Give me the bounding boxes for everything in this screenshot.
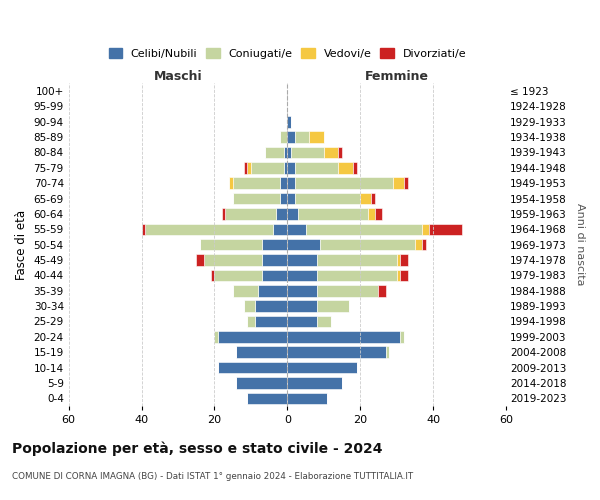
Y-axis label: Anni di nascita: Anni di nascita <box>575 204 585 286</box>
Bar <box>291 146 324 158</box>
Bar <box>400 254 407 266</box>
Bar <box>196 254 203 266</box>
Bar <box>236 377 287 388</box>
Bar <box>324 146 338 158</box>
Bar <box>430 224 462 235</box>
Bar <box>218 331 287 342</box>
Bar <box>305 224 422 235</box>
Bar <box>142 224 145 235</box>
Bar <box>368 208 375 220</box>
Bar <box>298 208 368 220</box>
Bar <box>317 254 397 266</box>
Bar <box>400 331 404 342</box>
Bar <box>309 132 324 143</box>
Bar <box>287 162 295 173</box>
Bar <box>244 300 254 312</box>
Bar <box>287 362 356 374</box>
Bar <box>284 162 287 173</box>
Bar <box>287 300 317 312</box>
Bar <box>214 331 218 342</box>
Bar <box>233 178 280 189</box>
Bar <box>404 178 407 189</box>
Bar <box>273 224 287 235</box>
Bar <box>287 146 291 158</box>
Bar <box>287 178 295 189</box>
Bar <box>211 270 214 281</box>
Bar <box>317 316 331 327</box>
Bar <box>287 270 317 281</box>
Bar <box>254 316 287 327</box>
Bar <box>251 162 284 173</box>
Bar <box>400 270 407 281</box>
Text: Popolazione per età, sesso e stato civile - 2024: Popolazione per età, sesso e stato civil… <box>12 441 383 456</box>
Text: Femmine: Femmine <box>365 70 428 82</box>
Bar <box>397 254 400 266</box>
Bar <box>371 193 375 204</box>
Bar <box>295 162 338 173</box>
Bar <box>287 116 291 128</box>
Text: Maschi: Maschi <box>154 70 202 82</box>
Bar <box>262 239 287 250</box>
Bar <box>226 208 277 220</box>
Bar <box>247 162 251 173</box>
Bar <box>379 285 386 296</box>
Bar <box>320 239 415 250</box>
Bar <box>287 331 400 342</box>
Bar <box>145 224 273 235</box>
Bar <box>317 300 349 312</box>
Bar <box>280 132 287 143</box>
Bar <box>236 346 287 358</box>
Bar <box>295 193 360 204</box>
Bar <box>287 254 317 266</box>
Bar <box>280 178 287 189</box>
Bar <box>317 285 379 296</box>
Bar <box>287 285 317 296</box>
Bar <box>287 193 295 204</box>
Bar <box>265 146 284 158</box>
Bar <box>284 146 287 158</box>
Bar <box>375 208 382 220</box>
Bar <box>247 316 254 327</box>
Bar <box>287 239 320 250</box>
Bar <box>222 208 226 220</box>
Bar <box>262 254 287 266</box>
Bar <box>422 239 426 250</box>
Bar <box>287 377 342 388</box>
Bar <box>229 178 233 189</box>
Bar <box>214 270 262 281</box>
Bar <box>258 285 287 296</box>
Bar <box>393 178 404 189</box>
Legend: Celibi/Nubili, Coniugati/e, Vedovi/e, Divorziati/e: Celibi/Nubili, Coniugati/e, Vedovi/e, Di… <box>104 44 470 64</box>
Bar <box>233 285 258 296</box>
Bar <box>277 208 287 220</box>
Text: COMUNE DI CORNA IMAGNA (BG) - Dati ISTAT 1° gennaio 2024 - Elaborazione TUTTITAL: COMUNE DI CORNA IMAGNA (BG) - Dati ISTAT… <box>12 472 413 481</box>
Bar <box>287 208 298 220</box>
Bar <box>415 239 422 250</box>
Bar <box>287 346 386 358</box>
Bar <box>338 162 353 173</box>
Bar <box>287 224 305 235</box>
Bar <box>262 270 287 281</box>
Bar <box>200 239 262 250</box>
Bar <box>287 316 317 327</box>
Bar <box>386 346 389 358</box>
Bar <box>422 224 430 235</box>
Bar <box>280 193 287 204</box>
Bar <box>203 254 262 266</box>
Bar <box>353 162 356 173</box>
Bar <box>287 392 328 404</box>
Bar <box>317 270 397 281</box>
Bar <box>244 162 247 173</box>
Bar <box>295 132 309 143</box>
Bar <box>360 193 371 204</box>
Bar <box>287 132 295 143</box>
Bar <box>233 193 280 204</box>
Bar <box>254 300 287 312</box>
Y-axis label: Fasce di età: Fasce di età <box>15 210 28 280</box>
Bar <box>218 362 287 374</box>
Bar <box>247 392 287 404</box>
Bar <box>397 270 400 281</box>
Bar <box>338 146 342 158</box>
Bar <box>295 178 393 189</box>
